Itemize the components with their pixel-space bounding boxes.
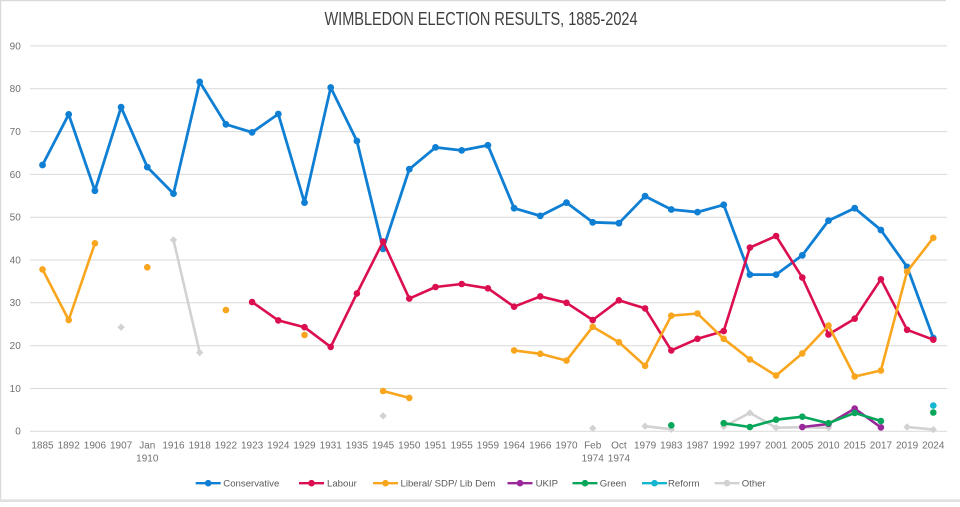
svg-text:1916: 1916 <box>162 441 185 452</box>
svg-text:Oct: Oct <box>611 441 627 452</box>
svg-text:40: 40 <box>10 255 22 266</box>
svg-text:2017: 2017 <box>870 441 893 452</box>
svg-text:50: 50 <box>10 213 22 224</box>
svg-text:20: 20 <box>10 341 22 352</box>
svg-text:1959: 1959 <box>477 441 500 452</box>
svg-text:2010: 2010 <box>817 441 840 452</box>
svg-text:1983: 1983 <box>660 441 683 452</box>
svg-text:1987: 1987 <box>686 441 709 452</box>
svg-text:Labour: Labour <box>327 479 358 490</box>
svg-text:UKIP: UKIP <box>536 479 558 490</box>
svg-text:1970: 1970 <box>555 441 578 452</box>
svg-text:Liberal/ SDP/ Lib Dem: Liberal/ SDP/ Lib Dem <box>401 479 496 490</box>
svg-text:WIMBLEDON ELECTION RESULTS, 18: WIMBLEDON ELECTION RESULTS, 1885-2024 <box>325 9 638 29</box>
svg-text:1966: 1966 <box>529 441 552 452</box>
svg-text:1997: 1997 <box>739 441 762 452</box>
svg-text:Conservative: Conservative <box>223 479 279 490</box>
svg-text:80: 80 <box>10 84 22 95</box>
svg-text:1892: 1892 <box>58 441 81 452</box>
svg-text:0: 0 <box>15 427 21 438</box>
svg-text:1974: 1974 <box>608 454 631 465</box>
svg-text:1885: 1885 <box>31 441 54 452</box>
svg-text:1918: 1918 <box>189 441 212 452</box>
svg-text:1974: 1974 <box>582 454 605 465</box>
svg-text:1923: 1923 <box>241 441 264 452</box>
svg-text:1922: 1922 <box>215 441 238 452</box>
svg-text:1951: 1951 <box>424 441 447 452</box>
svg-text:90: 90 <box>10 41 22 52</box>
svg-text:1929: 1929 <box>293 441 316 452</box>
svg-text:1992: 1992 <box>713 441 736 452</box>
svg-text:1950: 1950 <box>398 441 421 452</box>
svg-text:1907: 1907 <box>110 441 133 452</box>
svg-text:Other: Other <box>742 479 767 490</box>
svg-text:Reform: Reform <box>668 479 699 490</box>
svg-text:30: 30 <box>10 298 22 309</box>
svg-text:2024: 2024 <box>922 441 945 452</box>
svg-text:Feb: Feb <box>584 441 602 452</box>
svg-text:1955: 1955 <box>451 441 474 452</box>
svg-text:1979: 1979 <box>634 441 657 452</box>
svg-text:2015: 2015 <box>844 441 867 452</box>
svg-text:1924: 1924 <box>267 441 290 452</box>
svg-text:1935: 1935 <box>346 441 369 452</box>
svg-text:1910: 1910 <box>136 454 159 465</box>
svg-text:Green: Green <box>600 479 627 490</box>
svg-text:Jan: Jan <box>139 441 155 452</box>
svg-text:2001: 2001 <box>765 441 788 452</box>
svg-text:1964: 1964 <box>503 441 526 452</box>
svg-text:70: 70 <box>10 127 22 138</box>
svg-text:10: 10 <box>10 384 22 395</box>
svg-text:2005: 2005 <box>791 441 814 452</box>
svg-text:1931: 1931 <box>320 441 343 452</box>
svg-text:1906: 1906 <box>84 441 107 452</box>
svg-text:1945: 1945 <box>372 441 395 452</box>
svg-text:2019: 2019 <box>896 441 919 452</box>
svg-text:60: 60 <box>10 170 22 181</box>
